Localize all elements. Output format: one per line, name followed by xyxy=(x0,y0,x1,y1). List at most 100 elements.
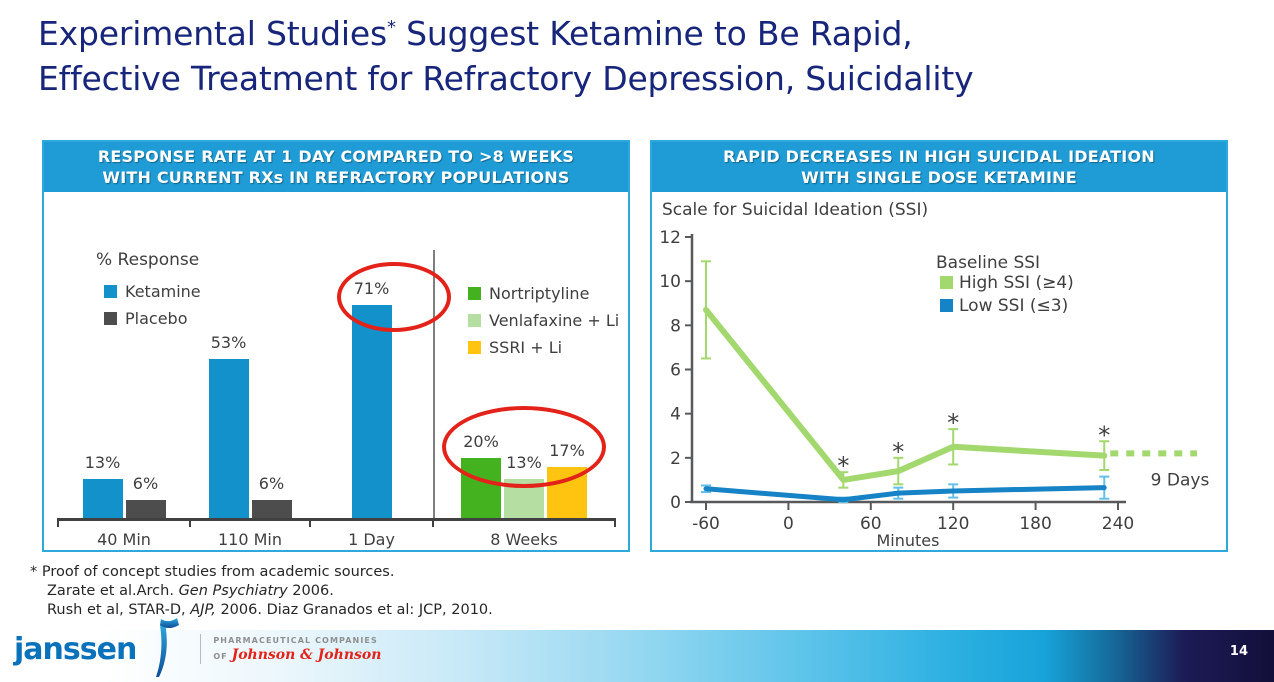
line-legend-label-low-ssi-3: Low SSI (≤3) xyxy=(959,296,1068,316)
x-axis-tick xyxy=(57,518,59,527)
bar-ketamine-40-min xyxy=(82,479,123,518)
janssen-logo: janssen PHARMACEUTICAL COMPANIES OF John… xyxy=(14,618,381,680)
legend-swatch-placebo xyxy=(104,312,117,325)
x-tick-label: 180 xyxy=(1019,514,1051,534)
bar-plot: 40 Min 13% 6% 110 Min 53% 6% 1 Day 71% 8 Weeks 20… xyxy=(44,192,628,550)
x-category-label-110-min: 110 Min xyxy=(217,530,282,549)
series-line-low-ssi-3 xyxy=(703,485,1107,503)
x-axis xyxy=(58,518,616,521)
slide-title: Experimental Studies* Suggest Ketamine t… xyxy=(38,5,974,101)
bar-ketamine-110-min xyxy=(208,359,249,518)
significance-asterisk: * xyxy=(837,452,849,480)
title-asterisk: * xyxy=(386,17,396,38)
footnote-marker: * xyxy=(30,564,38,580)
x-category-label-8-weeks: 8 Weeks xyxy=(490,530,558,549)
footnote: * Proof of concept studies from academic… xyxy=(30,563,493,620)
y-tick-label: 4 xyxy=(670,405,681,425)
janssen-flag-icon xyxy=(156,618,180,677)
significance-asterisk: * xyxy=(947,409,959,437)
logo-divider xyxy=(200,634,202,664)
legend-item-ssri-li: SSRI + Li xyxy=(468,338,619,357)
legend-swatch-ssri-li xyxy=(468,341,481,354)
title-text: Experimental Studies xyxy=(38,14,387,53)
bar-chart-body: % Response Ketamine Placebo Nortriptyline… xyxy=(44,192,628,550)
series-divider xyxy=(433,250,435,518)
legend-item-venlafaxine-li: Venlafaxine + Li xyxy=(468,311,619,330)
bar-value-label: 53% xyxy=(210,333,247,352)
footnote-line2: Zarate et al.Arch. Gen Psychiatry 2006. xyxy=(47,583,334,599)
line-legend-swatch-high-ssi-4 xyxy=(940,276,953,289)
y-tick-label: 6 xyxy=(670,361,681,381)
line-chart: 9 Days 0 2 4 6 8 10 12 -60 0 60 120 180 240 Minutes * * *… xyxy=(659,230,1210,550)
bar-value-label: 13% xyxy=(84,453,121,472)
janssen-wordmark: janssen xyxy=(14,631,137,667)
y-tick-label: 12 xyxy=(659,230,681,248)
bar-value-label: 6% xyxy=(258,474,285,493)
bar-chart-legend-left: Ketamine Placebo xyxy=(104,282,201,336)
x-axis-tick xyxy=(189,518,191,527)
y-tick-label: 8 xyxy=(670,316,681,336)
x-tick-label: 240 xyxy=(1102,514,1134,534)
legend-label-venlafaxine-li: Venlafaxine + Li xyxy=(489,311,620,330)
ssi-scale-label: Scale for Suicidal Ideation (SSI) xyxy=(662,200,929,220)
x-tick-label: 60 xyxy=(860,514,882,534)
johnson-johnson-wordmark: Johnson & Johnson xyxy=(231,646,382,663)
highlight-ellipse xyxy=(337,262,451,332)
bar-placebo-110-min xyxy=(251,500,292,518)
line-legend-label-high-ssi-4: High SSI (≥4) xyxy=(959,273,1074,293)
jnj-tagline: PHARMACEUTICAL COMPANIES xyxy=(213,635,378,645)
x-axis-tick xyxy=(614,518,616,527)
legend-swatch-nortriptyline xyxy=(468,287,481,300)
slide-title-line2: Effective Treatment for Refractory Depre… xyxy=(38,59,974,98)
bar-chart-legend-right: Nortriptyline Venlafaxine + Li SSRI + Li xyxy=(468,284,619,365)
line-chart-body: Scale for Suicidal Ideation (SSI) 9 Days… xyxy=(652,192,1226,550)
projection-label: 9 Days xyxy=(1151,470,1210,490)
series-line-high-ssi-4 xyxy=(703,306,1108,483)
bar-chart-header: RESPONSE RATE AT 1 DAY COMPARED TO >8 WE… xyxy=(44,142,628,192)
y-tick-label: 2 xyxy=(670,449,681,469)
legend-label-placebo: Placebo xyxy=(125,309,188,328)
page-number: 14 xyxy=(1229,644,1248,659)
legend-label-nortriptyline: Nortriptyline xyxy=(489,284,590,303)
legend-item-placebo: Placebo xyxy=(104,309,201,328)
footnote-line3: Rush et al, STAR-D, AJP, 2006. Diaz Gran… xyxy=(47,602,493,618)
bar-chart-header-line2: WITH CURRENT RXs IN REFRACTORY POPULATIO… xyxy=(102,168,570,187)
bar-value-label: 6% xyxy=(132,474,159,493)
x-category-label-40-min: 40 Min xyxy=(97,530,151,549)
jnj-line2: OF Johnson & Johnson xyxy=(213,647,381,663)
x-tick-label: 120 xyxy=(937,514,969,534)
legend-label-ketamine: Ketamine xyxy=(125,282,201,301)
footnote-line1: * Proof of concept studies from academic… xyxy=(30,563,493,582)
legend-swatch-ketamine xyxy=(104,285,117,298)
jnj-of: OF xyxy=(213,651,228,661)
x-axis-tick xyxy=(309,518,311,527)
line-chart-header: RAPID DECREASES IN HIGH SUICIDAL IDEATIO… xyxy=(652,142,1226,192)
line-legend-swatch-low-ssi-3 xyxy=(940,299,953,312)
slide-title-line1: Experimental Studies* Suggest Ketamine t… xyxy=(38,5,973,56)
response-rate-panel: RESPONSE RATE AT 1 DAY COMPARED TO >8 WE… xyxy=(42,140,630,552)
highlight-ellipse xyxy=(442,406,606,488)
bar-ketamine-1-day xyxy=(351,305,392,518)
suicidal-ideation-panel: RAPID DECREASES IN HIGH SUICIDAL IDEATIO… xyxy=(650,140,1228,552)
footer-gradient-band xyxy=(0,630,1274,682)
legend-label-ssri-li: SSRI + Li xyxy=(489,338,563,357)
title-text-cont: Suggest Ketamine to Be Rapid, xyxy=(395,14,913,53)
y-tick-label: 10 xyxy=(659,272,681,292)
line-chart-header-line2: WITH SINGLE DOSE KETAMINE xyxy=(801,168,1077,187)
significance-asterisk: * xyxy=(1098,421,1110,449)
legend-swatch-venlafaxine-li xyxy=(468,314,481,327)
x-axis-title: Minutes xyxy=(877,531,940,550)
legend-item-ketamine: Ketamine xyxy=(104,282,201,301)
x-tick-label: 0 xyxy=(783,514,794,534)
legend-item-nortriptyline: Nortriptyline xyxy=(468,284,619,303)
x-tick-label: -60 xyxy=(692,514,720,534)
jnj-block: PHARMACEUTICAL COMPANIES OF Johnson & Jo… xyxy=(213,636,381,663)
bar-chart-y-label: % Response xyxy=(96,250,200,270)
x-category-label-1-day: 1 Day xyxy=(348,530,395,549)
bar-chart-header-line1: RESPONSE RATE AT 1 DAY COMPARED TO >8 WE… xyxy=(97,147,575,166)
significance-asterisk: * xyxy=(892,438,904,466)
line-legend-title: Baseline SSI xyxy=(936,253,1040,273)
x-axis-tick xyxy=(432,518,434,527)
footnote-text1: Proof of concept studies from academic s… xyxy=(41,564,395,580)
y-tick-label: 0 xyxy=(670,493,681,513)
